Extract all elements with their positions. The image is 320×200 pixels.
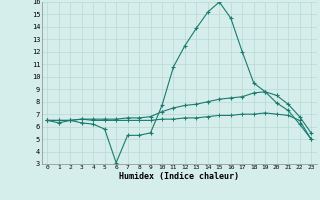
X-axis label: Humidex (Indice chaleur): Humidex (Indice chaleur)	[119, 172, 239, 181]
